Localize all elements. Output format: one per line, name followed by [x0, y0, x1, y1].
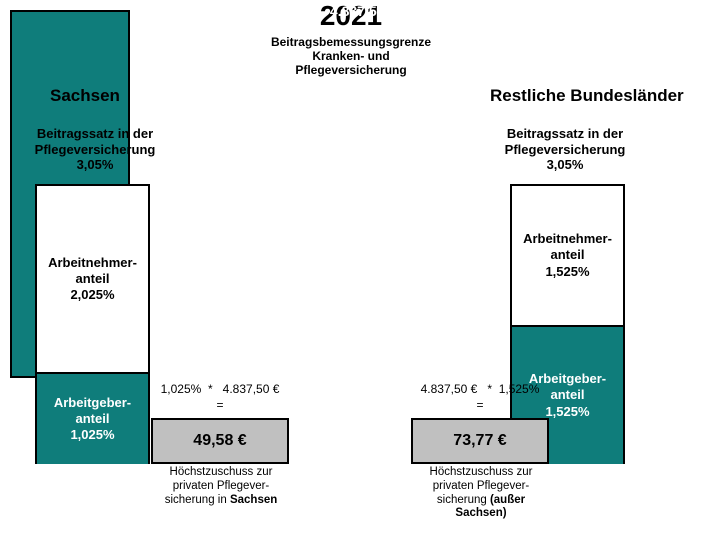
bar-sachsen: Arbeitnehmer- anteil 2,025% Arbeitgeber-…	[35, 184, 150, 464]
calc-sachsen-b: 4.837,50 €	[223, 382, 280, 396]
calc-rest-a: 4.837,50 €	[421, 382, 478, 396]
bar-rest-an: Arbeitnehmer- anteil 1,525%	[512, 186, 623, 325]
region-title-sachsen: Sachsen	[50, 86, 120, 106]
rate-header-rest-l1: Beitragssatz in der	[507, 126, 623, 141]
calc-sachsen-eq: =	[150, 398, 290, 414]
bar-sachsen-ag: Arbeitgeber- anteil 1,025%	[37, 372, 148, 464]
rate-header-sachsen-l2: Pflegeversicherung	[35, 142, 156, 157]
result-rest: 73,77 €	[411, 418, 549, 464]
bar-sachsen-an-pct: 2,025%	[70, 287, 114, 303]
bar-rest-an-label: Arbeitnehmer- anteil	[523, 231, 612, 264]
caption-sachsen-bold: Sachsen	[230, 494, 277, 506]
bar-rest-ag-pct: 1,525%	[545, 404, 589, 420]
center-bar-value: 4.837,50 €	[12, 3, 702, 19]
bar-sachsen-ag-pct: 1,025%	[70, 427, 114, 443]
subtitle-l1: Beitragsbemessungsgrenze	[271, 35, 431, 49]
rate-header-rest-total: 3,05%	[547, 157, 584, 172]
bar-rest-an-pct: 1,525%	[545, 264, 589, 280]
subtitle: Beitragsbemessungsgrenze Kranken- und Pf…	[0, 36, 702, 77]
calc-rest-op: *	[487, 382, 492, 396]
calc-sachsen-formula: 1,025% * 4.837,50 €	[150, 382, 290, 398]
region-title-rest: Restliche Bundesländer	[490, 86, 684, 106]
rate-header-rest-l2: Pflegeversicherung	[505, 142, 626, 157]
calc-rest-formula: 4.837,50 € * 1,525%	[410, 382, 550, 398]
calc-sachsen-op: *	[208, 382, 213, 396]
calc-rest-eq: =	[410, 398, 550, 414]
bar-sachsen-an: Arbeitnehmer- anteil 2,025%	[37, 186, 148, 372]
subtitle-l2: Kranken- und	[312, 49, 389, 63]
rate-header-rest: Beitragssatz in der Pflegeversicherung 3…	[490, 126, 640, 173]
caption-sachsen: Höchstzuschuss zur privaten Pflegever-si…	[151, 466, 291, 507]
rate-header-sachsen: Beitragssatz in der Pflegeversicherung 3…	[20, 126, 170, 173]
subtitle-l3: Pflegeversicherung	[295, 63, 406, 77]
rate-header-sachsen-l1: Beitragssatz in der	[37, 126, 153, 141]
caption-rest: Höchstzuschuss zur privaten Pflegever-si…	[411, 466, 551, 521]
calc-sachsen: 1,025% * 4.837,50 € =	[150, 382, 290, 413]
rate-header-sachsen-total: 3,05%	[77, 157, 114, 172]
calc-rest: 4.837,50 € * 1,525% =	[410, 382, 550, 413]
bar-sachsen-ag-label: Arbeitgeber- anteil	[54, 395, 131, 428]
calc-rest-b: 1,525%	[499, 382, 540, 396]
calc-sachsen-a: 1,025%	[161, 382, 202, 396]
bar-sachsen-an-label: Arbeitnehmer- anteil	[48, 255, 137, 288]
result-sachsen: 49,58 €	[151, 418, 289, 464]
